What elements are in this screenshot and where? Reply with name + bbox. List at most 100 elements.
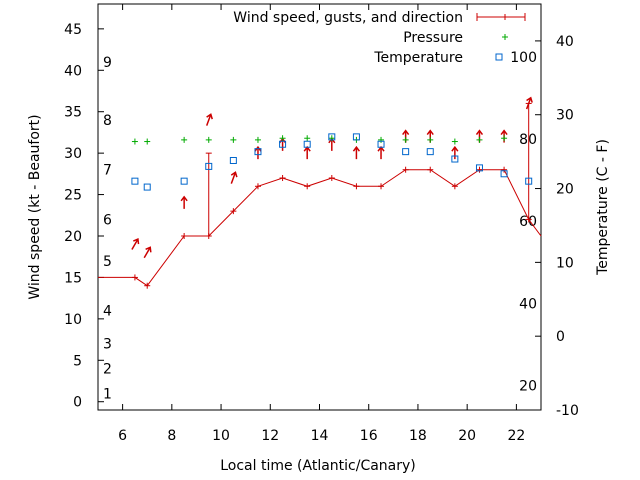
y-right-tick-label: 40 — [556, 34, 574, 50]
temperature-point — [303, 140, 311, 148]
wind-arrow-shaft — [205, 114, 212, 126]
y-right-tick-label: -10 — [556, 403, 579, 419]
wind-direction-arrow — [254, 145, 262, 160]
wind-speed-point — [304, 183, 311, 190]
beaufort-label: 5 — [103, 254, 112, 270]
temperature-point — [500, 170, 508, 178]
beaufort-label: 9 — [103, 55, 112, 71]
pressure-point — [402, 136, 409, 143]
plot-area — [97, 3, 542, 411]
temperature-point — [229, 156, 237, 164]
wind-direction-arrow — [525, 96, 533, 110]
wind-arrow-shaft — [143, 247, 151, 259]
wind-arrow-head — [254, 145, 262, 152]
temperature-point — [451, 155, 459, 163]
wind-arrow-shaft — [230, 172, 237, 184]
wind-arrow-shaft — [131, 238, 139, 250]
wind-direction-arrow — [180, 195, 188, 209]
y-right-tick-label: 0 — [556, 329, 565, 345]
legend-pressure-marker — [502, 34, 508, 40]
y-right-tick-label: 10 — [556, 255, 574, 271]
y-left-tick-label: 15 — [64, 270, 82, 286]
x-tick-label: 16 — [360, 428, 378, 444]
wind-speed-point — [279, 175, 286, 181]
wind-direction-arrow — [205, 113, 213, 126]
x-tick-label: 18 — [409, 428, 427, 444]
series — [98, 96, 542, 289]
pressure-point — [279, 135, 286, 142]
wind-speed-point — [402, 166, 409, 173]
wind-direction-arrow — [377, 145, 385, 160]
temperature-point — [279, 140, 287, 148]
temperature-point — [180, 177, 188, 185]
pressure-point — [131, 138, 138, 145]
axes: 6 8 10 12 14 16 18 20 22051015202530354045-10010… — [64, 4, 579, 444]
x-tick-label: 10 — [212, 428, 230, 444]
x-tick-label: 20 — [458, 428, 476, 444]
x-tick-label: 12 — [261, 428, 279, 444]
pressure-point — [230, 136, 237, 143]
beaufort-label: 8 — [103, 113, 112, 129]
temperature-point — [131, 177, 139, 185]
pressure-point — [427, 136, 434, 143]
wind-arrow-head — [145, 246, 152, 253]
wind-direction-arrow — [230, 171, 238, 184]
wind-arrow-head — [180, 195, 188, 202]
wind-speed-point — [230, 208, 237, 215]
legend-wind-marker — [502, 14, 508, 20]
x-tick-label: 22 — [507, 428, 525, 444]
pressure-point — [501, 135, 508, 142]
temperature-point — [352, 133, 360, 141]
pressure-point — [304, 135, 311, 142]
wind-speed-line — [98, 169, 542, 287]
wind-speed-point — [181, 233, 188, 239]
pressure-point — [476, 136, 483, 143]
y-left-tick-label: 10 — [64, 312, 82, 328]
wind-speed-point — [427, 166, 434, 173]
y-right-tick-label: 30 — [556, 108, 574, 124]
wind-speed-point — [476, 166, 483, 173]
beaufort-label: 7 — [103, 163, 112, 179]
fahrenheit-label: 80 — [519, 132, 537, 148]
wind-speed-point — [131, 274, 138, 281]
beaufort-label: 3 — [103, 337, 112, 353]
wind-direction-arrow — [143, 246, 152, 259]
temperature-point — [377, 140, 385, 148]
x-tick-label: 8 — [167, 428, 176, 444]
y-left-tick-label: 20 — [64, 229, 82, 245]
wind-speed-point — [501, 166, 508, 173]
y-axis-left-label: Wind speed (kt - Beaufort) — [27, 114, 43, 299]
temperature-point — [328, 133, 336, 141]
wind-direction-arrow — [131, 238, 140, 250]
wind-arrow-head — [526, 96, 533, 103]
beaufort-label: 4 — [103, 304, 112, 320]
temperature-point — [143, 183, 151, 191]
wind-direction-arrow — [303, 145, 311, 160]
wind-arrow-head — [352, 145, 361, 152]
legend-wind-label: Wind speed, gusts, and direction — [233, 10, 463, 26]
plot-frame — [97, 3, 542, 411]
wind-arrow-head — [500, 129, 508, 136]
wind-arrow-head — [426, 129, 434, 136]
x-axis-label: Local time (Atlantic/Canary) — [220, 458, 416, 474]
wind-arrow-head — [451, 145, 459, 152]
wind-direction-arrow — [352, 145, 361, 160]
fahrenheit-label: 100 — [510, 50, 537, 66]
y-right-tick-label: 20 — [556, 182, 574, 198]
pressure-point — [144, 138, 151, 145]
wind-arrow-shaft — [525, 97, 532, 110]
y-left-tick-label: 35 — [64, 105, 82, 121]
wind-speed-point — [144, 282, 151, 289]
legend-pressure-label: Pressure — [403, 30, 463, 46]
y-axis-right-label: Temperature (C - F) — [595, 139, 611, 276]
y-left-tick-label: 45 — [64, 22, 82, 38]
y-left-tick-label: 5 — [73, 353, 82, 369]
temperature-point — [475, 164, 483, 172]
temperature-point — [402, 148, 410, 156]
temperature-point — [205, 162, 213, 170]
legend-temperature-marker — [495, 53, 503, 61]
y-left-tick-label: 0 — [73, 395, 82, 411]
temperature-point — [426, 148, 434, 156]
wind-speed-point — [328, 175, 335, 181]
